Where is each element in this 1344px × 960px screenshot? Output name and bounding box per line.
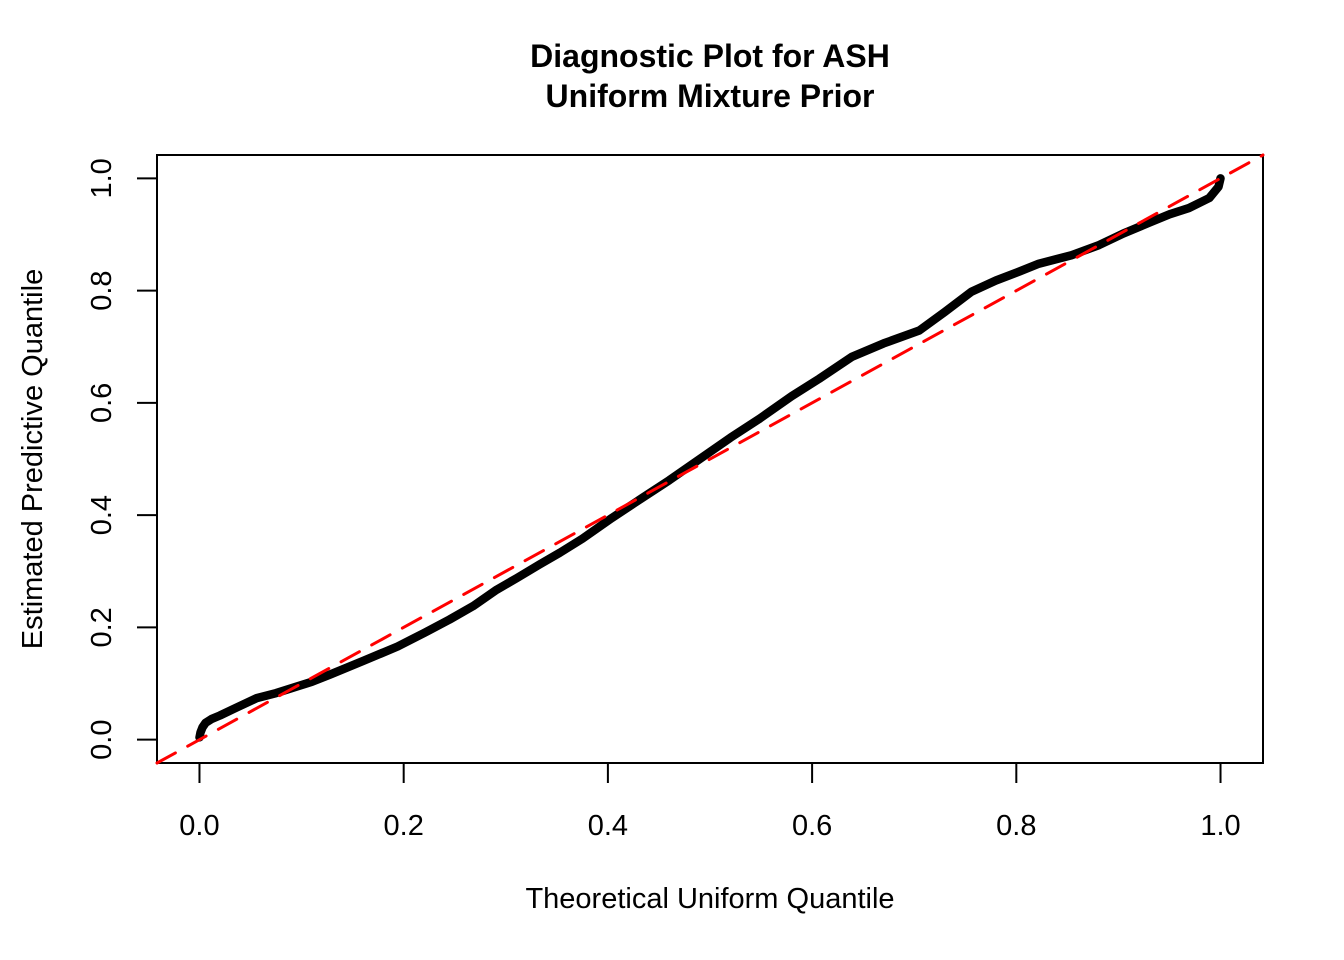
x-axis-tick-label: 0.8 xyxy=(996,810,1036,842)
chart-title-line-2: Uniform Mixture Prior xyxy=(546,78,875,114)
y-axis-tick-label: 0.2 xyxy=(86,607,118,647)
y-axis-tick-label: 0.4 xyxy=(86,495,118,535)
plot-box xyxy=(156,154,1264,764)
series-group xyxy=(155,153,1265,765)
y-axis-tick-label: 0.6 xyxy=(86,383,118,423)
x-axis-tick-label: 0.2 xyxy=(384,810,424,842)
estimated-vs-theoretical-quantile-curve xyxy=(195,174,1225,742)
y-axis-tick-label: 0.0 xyxy=(86,719,118,759)
x-axis-tick-label: 0.6 xyxy=(792,810,832,842)
y-axis-tick-label: 0.8 xyxy=(86,270,118,310)
x-axis-title: Theoretical Uniform Quantile xyxy=(525,883,894,915)
axes-ticks: 0.0 0.2 0.4 0.6 0.8 1.0 0.0 0.2 0.4 0.6 0.8 1.0 xyxy=(86,158,1241,842)
x-axis-tick-label: 1.0 xyxy=(1200,810,1240,842)
x-axis-tick-label: 0.4 xyxy=(588,810,628,842)
diagonal-reference-line xyxy=(155,153,1265,765)
x-axis-tick-label: 0.0 xyxy=(179,810,219,842)
y-axis-tick-label: 1.0 xyxy=(86,158,118,198)
y-axis-title: Estimated Predictive Quantile xyxy=(17,269,49,649)
chart-title-line-1: Diagnostic Plot for ASH xyxy=(530,38,890,74)
